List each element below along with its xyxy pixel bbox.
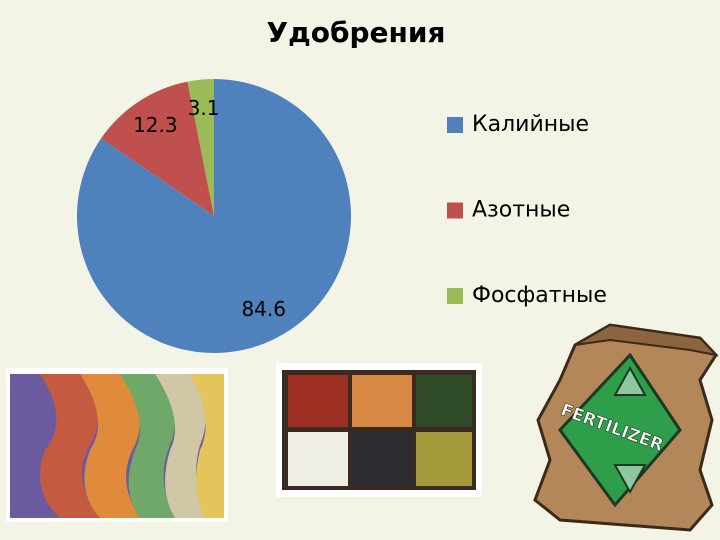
sand-band (120, 374, 175, 518)
pie: 84.6 12.3 3.1 (76, 79, 351, 354)
legend: Калийные Азотные Фосфатные (447, 112, 607, 308)
granule-tile (352, 375, 412, 427)
pie-slice (76, 79, 351, 354)
sand-photo (6, 368, 228, 522)
granule-tile (352, 432, 412, 486)
fertilizer-bag: FERTILIZER (533, 323, 719, 532)
legend-swatch (447, 288, 463, 304)
granule-tile (416, 432, 472, 486)
data-label: 84.6 (241, 297, 286, 321)
legend-swatch (447, 117, 463, 133)
granule-tile (416, 375, 472, 427)
pie-slice (187, 79, 214, 216)
bag-triangle (613, 464, 647, 495)
bag-top (574, 323, 719, 357)
sand-band (155, 374, 206, 518)
sand-band (40, 374, 100, 518)
data-label: 12.3 (133, 113, 178, 137)
data-label: 3.1 (188, 96, 220, 120)
legend-label: Фосфатные (472, 283, 607, 308)
legend-swatch (447, 202, 463, 219)
granule-tile (288, 375, 348, 427)
legend-label: Азотные (472, 198, 570, 223)
granules-photo (276, 363, 482, 497)
legend-label: Калийные (472, 112, 589, 137)
sand-band (190, 374, 224, 518)
bag-triangle (613, 365, 647, 396)
bag-diamond (558, 352, 682, 508)
chart-title: Удобрения (267, 16, 446, 49)
pie-slice (101, 81, 214, 216)
granule-tile (288, 432, 348, 486)
sand-band (80, 374, 140, 518)
